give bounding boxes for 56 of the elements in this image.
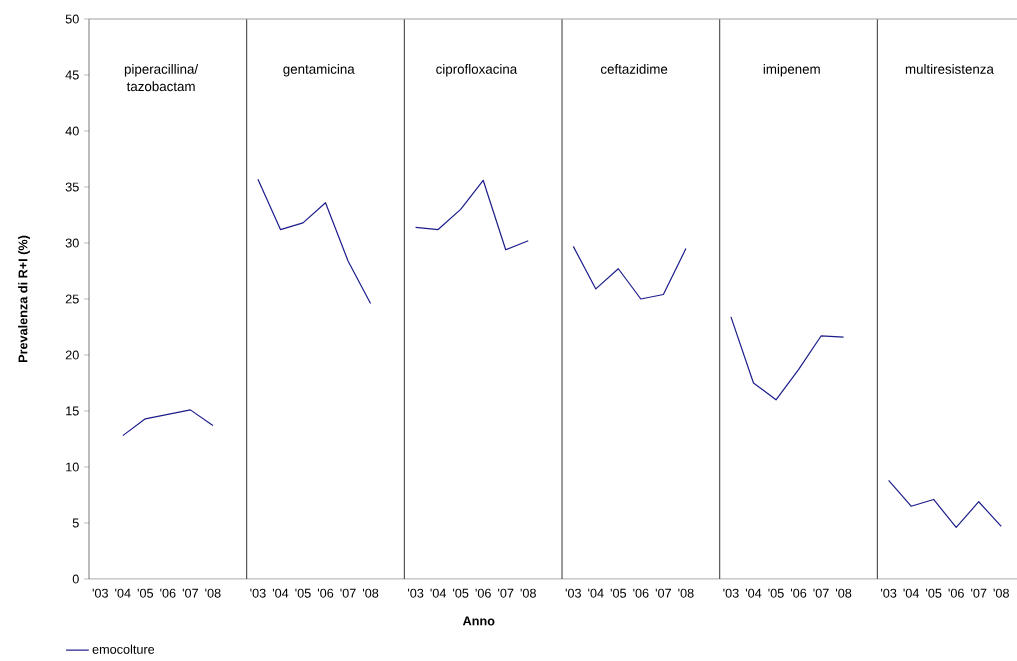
annotation: gentamicina — [283, 64, 355, 77]
x-tick-label: '04 — [903, 588, 920, 598]
x-tick-label: '03 — [92, 588, 108, 598]
y-tick-label: 25 — [65, 294, 79, 304]
x-tick-label: '07 — [971, 588, 987, 598]
x-tick-label: '05 — [610, 588, 627, 598]
y-tick-label: 0 — [72, 574, 79, 584]
y-axis-title: Prevalenza di R+I (%) — [18, 235, 30, 363]
y-tick-label: 15 — [66, 406, 79, 416]
x-tick-label: '03 — [565, 588, 581, 598]
x-tick-label: '08 — [993, 588, 1009, 598]
x-tick-label: '06 — [317, 588, 334, 598]
x-tick-label: '03 — [408, 588, 424, 598]
x-tick-label: '04 — [745, 588, 762, 598]
x-tick-label: '07 — [182, 588, 198, 598]
x-tick-label: '08 — [678, 588, 694, 598]
x-tick-label: '05 — [453, 588, 469, 598]
x-axis-title: Anno — [462, 616, 495, 626]
legend-label: emocolture — [92, 644, 155, 654]
y-tick-label: 40 — [65, 126, 79, 136]
x-tick-label: '07 — [655, 588, 671, 598]
x-tick-label: '05 — [768, 588, 784, 598]
x-tick-label: '08 — [520, 588, 536, 598]
x-tick-label: '05 — [295, 588, 311, 598]
x-tick-label: '03 — [881, 588, 897, 598]
x-tick-label: '04 — [430, 588, 447, 598]
x-tick-label: '06 — [948, 588, 964, 598]
x-tick-label: '07 — [498, 588, 514, 598]
annotation: ciprofloxacina — [436, 64, 518, 77]
x-tick-label: '03 — [723, 588, 739, 598]
x-tick-label: '07 — [340, 588, 356, 598]
y-tick-label: 50 — [65, 14, 79, 24]
y-tick-label: 45 — [65, 70, 79, 80]
annotation: multiresistenza — [905, 64, 994, 74]
x-tick-label: '08 — [835, 588, 852, 598]
y-tick-label: 20 — [65, 350, 79, 360]
y-tick-label: 10 — [66, 462, 79, 472]
x-tick-label: '04 — [115, 588, 131, 598]
x-tick-label: '08 — [362, 588, 379, 598]
annotation: piperacillina/ tazobactam — [124, 64, 199, 92]
y-tick-label: 30 — [65, 238, 79, 248]
annotation: imipenem — [763, 64, 820, 77]
x-tick-label: '08 — [205, 588, 221, 598]
x-tick-label: '06 — [160, 588, 176, 598]
x-tick-label: '07 — [813, 588, 829, 598]
y-tick-label: 35 — [65, 182, 79, 192]
x-tick-label: '03 — [250, 588, 266, 598]
annotation: ceftazidime — [600, 64, 668, 74]
x-tick-label: '05 — [926, 588, 942, 598]
x-tick-label: '05 — [137, 588, 154, 598]
x-tick-label: '04 — [588, 588, 604, 598]
x-tick-label: '06 — [633, 588, 649, 598]
x-tick-label: '06 — [790, 588, 807, 598]
x-tick-label: '06 — [475, 588, 491, 598]
y-tick-label: 5 — [72, 518, 79, 528]
x-tick-label: '04 — [272, 588, 289, 598]
